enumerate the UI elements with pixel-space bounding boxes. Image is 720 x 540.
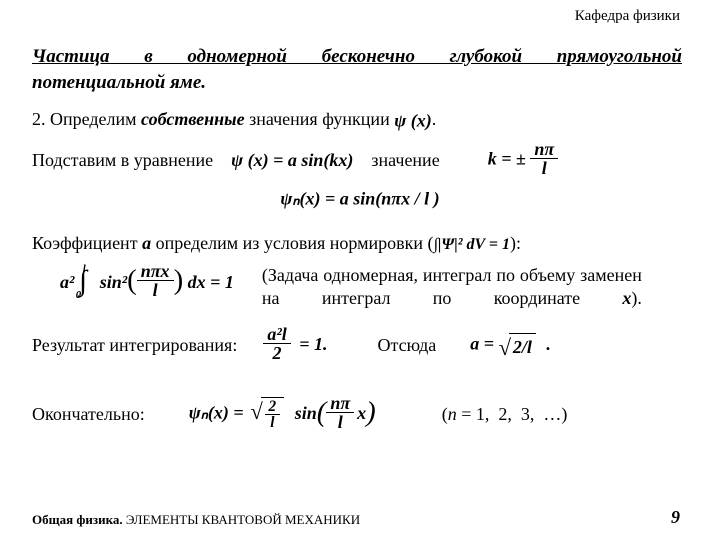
psi-n-equation: ψₙ(x) = a sin(nπx / l ) bbox=[32, 187, 688, 209]
norm-integral: ∫|Ψ|² dV = 1 bbox=[433, 236, 510, 253]
coef-line: Коэффициент a определим из условия норми… bbox=[32, 233, 688, 254]
result-row: Результат интегрирования: a²l 2 = 1. Отс… bbox=[32, 327, 688, 364]
sqrt-2l: √ 2/l bbox=[499, 333, 536, 358]
npi-over-l: nπ l bbox=[530, 140, 558, 177]
n-letter: n bbox=[448, 404, 457, 424]
sub-mid: значение bbox=[371, 150, 439, 171]
eq1-end: = 1. bbox=[299, 334, 327, 354]
radical-icon-2: √ bbox=[250, 401, 262, 424]
two-1: 2 bbox=[263, 344, 290, 362]
dx-eq-1: dx = 1 bbox=[188, 272, 234, 292]
page-title: Частица в одномерной бесконечно глубокой… bbox=[32, 44, 682, 95]
final-formula: ψₙ(x) = √ 2 l sin(nπlx) bbox=[189, 396, 376, 433]
footer: Общая физика. ЭЛЕМЕНТЫ КВАНТОВОЙ МЕХАНИК… bbox=[32, 507, 680, 528]
coef-mid: определим из условия нормировки ( bbox=[151, 233, 433, 253]
final-label: Окончательно: bbox=[32, 404, 145, 425]
coef-post: ): bbox=[510, 233, 521, 253]
department-label: Кафедра физики bbox=[575, 8, 680, 25]
npix: nπx bbox=[137, 262, 174, 281]
npi-2: nπ bbox=[326, 394, 354, 413]
a-sqrt: a = √ 2/l . bbox=[470, 333, 551, 358]
lparen-2: ( bbox=[317, 396, 327, 428]
l-4: l bbox=[326, 413, 354, 431]
a-letter: a bbox=[142, 233, 151, 253]
l-3: l bbox=[265, 415, 281, 430]
frac-2-l: 2 l bbox=[265, 399, 281, 431]
course-name: Общая физика. ЭЛЕМЕНТЫ КВАНТОВОЙ МЕХАНИК… bbox=[32, 512, 360, 528]
a2: a² bbox=[60, 272, 74, 292]
norm-equation: a² ∫l0 sin²(nπxl) dx = 1 bbox=[32, 264, 234, 301]
rparen: ) bbox=[174, 264, 184, 296]
step2-suffix: значения функции bbox=[245, 109, 395, 129]
sub-pre: Подставим в уравнение bbox=[32, 150, 213, 171]
coef-pre: Коэффициент bbox=[32, 233, 142, 253]
course-bold: Общая физика. bbox=[32, 512, 126, 527]
a2l: a²l bbox=[263, 325, 290, 344]
course-rest: ЭЛЕМЕНТЫ КВАНТОВОЙ МЕХАНИКИ bbox=[126, 512, 360, 527]
eq2: ψₙ(x) = a sin(nπx / l ) bbox=[280, 188, 439, 208]
final-dot-1: . bbox=[546, 334, 551, 354]
psi-x: ψ (x) bbox=[394, 111, 432, 131]
hence: Отсюда bbox=[378, 335, 437, 356]
psi-n-x: ψₙ(x) = bbox=[189, 403, 244, 423]
l: l bbox=[530, 159, 558, 177]
k-eq: k = ± nπ l bbox=[488, 142, 558, 179]
two-2: 2 bbox=[265, 399, 281, 415]
title-line-2: потенциальной яме. bbox=[32, 70, 206, 96]
norm-eq-row: a² ∫l0 sin²(nπxl) dx = 1 (Задача одномер… bbox=[32, 264, 688, 309]
sin2: sin² bbox=[100, 272, 127, 292]
step2-eigen: собственные bbox=[141, 109, 245, 129]
substitution-row: Подставим в уравнение ψ (x) = a sin(kx) … bbox=[32, 142, 688, 179]
n-values: (n = 1, 2, 3, …) bbox=[442, 404, 568, 425]
sqrt-body-2l: 2/l bbox=[509, 333, 536, 358]
lparen: ( bbox=[127, 264, 137, 296]
sqrt-body: 2 l bbox=[261, 397, 285, 433]
psi-a-sin-kx: ψ (x) = a sin(kx) bbox=[231, 150, 353, 171]
x-txt: x bbox=[357, 403, 366, 423]
npix-over-l: nπxl bbox=[137, 262, 174, 299]
lim-bot: 0 bbox=[76, 289, 81, 301]
page-number: 9 bbox=[671, 507, 680, 528]
note-1d: (Задача одномерная, интеграл по объему з… bbox=[262, 264, 642, 309]
npi-over-l-2: nπl bbox=[326, 394, 354, 431]
radical-icon: √ bbox=[499, 337, 511, 360]
a2l-over-2: a²l 2 = 1. bbox=[263, 327, 327, 364]
l-2: l bbox=[137, 281, 174, 299]
dot-1: . bbox=[432, 109, 437, 129]
lim-top: l bbox=[83, 263, 86, 275]
npi: nπ bbox=[530, 140, 558, 159]
a-eq: a = bbox=[470, 334, 494, 354]
title-line-1: Частица в одномерной бесконечно глубокой… bbox=[32, 46, 682, 67]
frac-a2l-2: a²l 2 bbox=[263, 325, 290, 362]
sin: sin bbox=[295, 403, 317, 423]
rparen-2: ) bbox=[366, 396, 376, 428]
sqrt-2-over-l: √ 2 l bbox=[250, 397, 284, 433]
note-text: (Задача одномерная, интеграл по объему з… bbox=[262, 265, 642, 308]
step2-prefix: 2. Определим bbox=[32, 109, 141, 129]
final-row: Окончательно: ψₙ(x) = √ 2 l sin(nπlx) (n… bbox=[32, 396, 688, 433]
result-label: Результат интегрирования: bbox=[32, 335, 237, 356]
k-eq-pm: k = ± bbox=[488, 148, 526, 168]
note-line-1: (Задача одномерная, интеграл по объему з… bbox=[262, 264, 642, 309]
step-2-line: 2. Определим собственные значения функци… bbox=[32, 109, 688, 131]
note-end: ). bbox=[631, 288, 642, 308]
